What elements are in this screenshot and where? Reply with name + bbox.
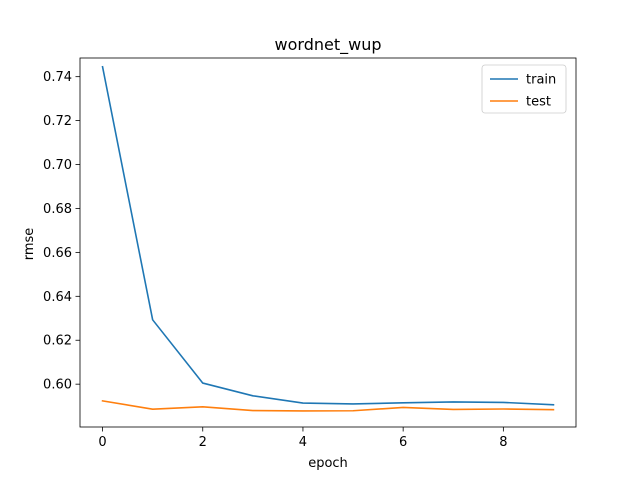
y-axis-label: rmse	[22, 228, 37, 261]
series-line-train	[101, 65, 555, 406]
legend: train test	[481, 64, 567, 114]
y-tick-label: 0.62	[43, 334, 72, 349]
y-tick-label: 0.60	[43, 378, 72, 393]
axes-frame	[79, 57, 577, 428]
x-tick-label: 6	[399, 435, 407, 450]
x-tick-label: 2	[199, 435, 207, 450]
x-axis: 0 2 4 6 8	[98, 427, 507, 450]
y-tick-label: 0.66	[43, 246, 72, 261]
y-axis: 0.60 0.62 0.64 0.66 0.68 0.70 0.72 0.74	[43, 70, 80, 393]
x-tick-label: 8	[499, 435, 507, 450]
legend-label-test: test	[526, 95, 551, 110]
x-axis-label: epoch	[308, 456, 348, 471]
y-tick-label: 0.70	[43, 158, 72, 173]
y-tick-label: 0.64	[43, 290, 72, 305]
x-tick-label: 0	[98, 435, 106, 450]
x-tick-label: 4	[299, 435, 307, 450]
series-line-test	[101, 399, 555, 412]
y-tick-label: 0.72	[43, 114, 72, 129]
chart-title: wordnet_wup	[275, 35, 382, 55]
y-tick-label: 0.68	[43, 202, 72, 217]
y-tick-label: 0.74	[43, 70, 72, 85]
plot-area	[79, 57, 577, 428]
legend-label-train: train	[526, 73, 556, 88]
